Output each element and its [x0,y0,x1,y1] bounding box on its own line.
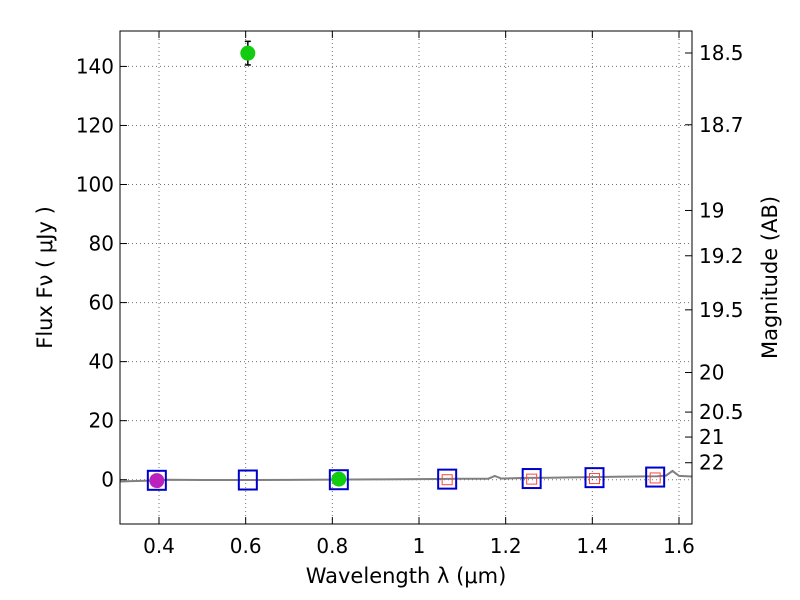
model-photometry-point [645,466,666,488]
y-tick-label: 40 [89,350,114,374]
magnitude-tick-label: 19.2 [699,244,744,268]
magnitude-tick-label: 19 [699,198,724,222]
y-tick-label: 140 [76,54,114,78]
model-photometry-point [584,467,605,489]
magnitude-tick-label: 21 [699,425,724,449]
y-tick-label: 80 [89,232,114,256]
magnitude-tick-label: 20 [699,361,724,385]
y-axis-title: Flux Fν ( μJy ) [33,206,57,349]
upper-limit-point [649,472,661,484]
ticks [120,31,692,524]
observed-flux-point [240,45,256,61]
upper-limit-point [441,474,453,486]
x-tick-label: 1.4 [576,534,608,558]
plot-data [119,40,693,491]
magnitude-tick-label: 20.5 [699,400,744,424]
x-tick-label: 0.8 [316,534,348,558]
model-photometry-point [437,468,458,490]
right-axis-title: Magnitude (AB) [758,196,782,359]
x-tick-label: 1.2 [490,534,522,558]
x-tick-label: 0.6 [230,534,262,558]
tick-labels: 0.4 0.6 0.8 1 1.2 1.4 1.6 0 20 40 60 80 100 120 140 18.… [76,41,744,558]
model-photometry-point [328,469,349,491]
y-tick-label: 60 [89,291,114,315]
observed-flux-point [331,471,347,487]
x-tick-label: 1.6 [663,534,695,558]
x-axis-title: Wavelength λ (μm) [306,564,507,588]
x-tick-label: 0.4 [143,534,175,558]
y-tick-label: 0 [101,468,114,492]
magnitude-tick-label: 22 [699,451,724,475]
y-tick-label: 100 [76,173,114,197]
model-photometry-point [146,469,167,491]
x-tick-label: 1 [413,534,426,558]
magnitude-tick-label: 19.5 [699,298,744,322]
magnitude-tick-label: 18.7 [699,113,744,137]
magnitude-tick-label: 18.5 [699,41,744,65]
y-tick-label: 120 [76,113,114,137]
grid [120,31,692,524]
upper-limit-point [526,473,538,485]
model-photometry-point [521,468,542,490]
plot-frame [119,30,693,525]
observed-flux-point [149,473,165,489]
model-photometry-point [237,469,258,491]
upper-limit-point [589,473,600,485]
y-tick-label: 20 [89,409,114,433]
